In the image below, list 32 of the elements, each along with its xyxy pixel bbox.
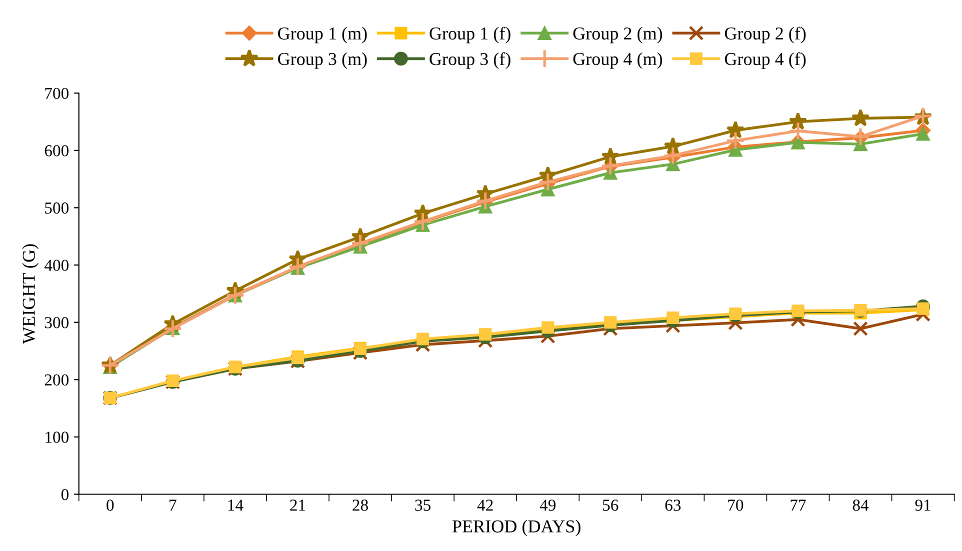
legend-label: Group 4 (f) — [724, 52, 806, 69]
y-tick-label: 500 — [45, 202, 69, 214]
y-tick-label: 600 — [44, 145, 69, 156]
legend-label: Group 3 (m) — [278, 52, 367, 69]
legend-label: Group 3 (f) — [430, 52, 510, 69]
y-tick-label: 400 — [44, 260, 69, 271]
y-tick-label: 300 — [44, 317, 69, 328]
y-tick-label: 700 — [45, 88, 69, 100]
x-tick-label: 70 — [728, 500, 744, 511]
legend-label: Group 1 (f) — [430, 26, 510, 44]
x-tick-label: 56 — [603, 500, 618, 511]
y-tick-label: 0 — [61, 488, 69, 500]
x-tick-label: 91 — [915, 500, 930, 511]
legend-label: Group 4 (m) — [573, 52, 662, 69]
x-tick-label: 49 — [540, 500, 556, 511]
legend-label: Group 2 (m) — [573, 26, 662, 44]
y-axis-title: WEIGHT (G) — [22, 244, 39, 344]
x-tick-label: 84 — [852, 500, 869, 511]
x-tick-label: 63 — [665, 500, 681, 511]
x-axis-title: PERIOD (DAYS) — [452, 520, 580, 536]
x-tick-label: 35 — [415, 500, 430, 511]
x-tick-label: 21 — [290, 500, 306, 511]
y-tick-label: 100 — [46, 432, 69, 443]
y-tick-label: 200 — [44, 374, 69, 386]
x-tick-label: 14 — [228, 500, 244, 511]
x-tick-label: 7 — [170, 500, 176, 511]
x-tick-label: 28 — [352, 500, 368, 511]
x-tick-label: 42 — [477, 500, 493, 511]
legend-label: Group 2 (f) — [724, 26, 806, 44]
x-tick-label: 0 — [106, 500, 114, 511]
x-tick-label: 77 — [790, 500, 806, 511]
legend-label: Group 1 (m) — [278, 26, 367, 44]
